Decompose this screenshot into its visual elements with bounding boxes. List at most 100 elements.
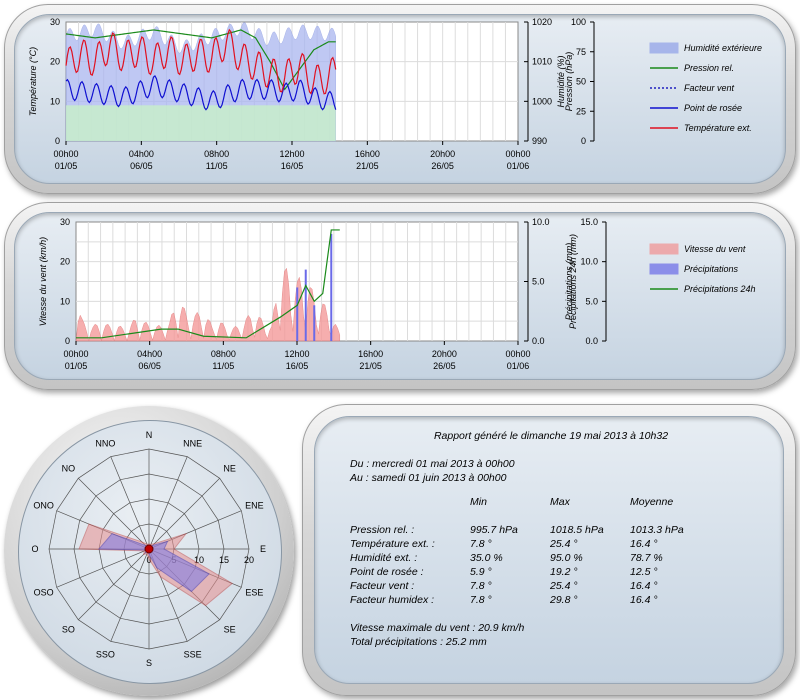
report-row-avg: 16.4 ° [630, 538, 658, 550]
x-tick-label: 01/06 [507, 361, 530, 371]
rain24h-line [76, 229, 340, 339]
rose-radial-tick: 10 [194, 555, 204, 565]
rose-radial-tick: 20 [244, 555, 254, 565]
rose-direction-label: O [31, 544, 38, 554]
y-left-tick-label: 0 [65, 336, 70, 346]
rose-spoke [110, 548, 150, 642]
y-left-axis-label: Vitesse du vent (km/h) [38, 237, 48, 326]
x-tick-label: 20h00 [430, 149, 455, 159]
legend-swatch [649, 243, 679, 255]
rain-bar [330, 233, 333, 341]
rose-direction-label: SE [224, 625, 236, 635]
rain-bar [296, 287, 299, 341]
legend-label: Vitesse du vent [684, 244, 746, 254]
report-row-label: Humidité ext. : [350, 552, 418, 564]
rose-direction-label: ENE [245, 500, 264, 510]
report-row-min: 7.8 ° [470, 538, 492, 550]
y-left-tick-label: 10 [50, 96, 60, 106]
legend-label: Précipitations 24h [684, 284, 756, 294]
temperature-chart: 00h00 01/05 04h00 06/05 08h00 11/05 12h00 16/05… [28, 17, 762, 171]
report-row-max: 95.0 % [550, 552, 583, 564]
report-row-max: 25.4 ° [550, 538, 578, 550]
rose-direction-label: NO [62, 463, 76, 473]
rose-spoke [78, 478, 150, 550]
wind-axes: 00h00 01/05 04h00 06/05 08h00 11/05 12h00 16/05… [38, 217, 607, 371]
report-wind-max: Vitesse maximale du vent : 20.9 km/h [350, 622, 525, 634]
x-tick-label: 26/05 [431, 161, 454, 171]
x-tick-label: 06/05 [138, 361, 161, 371]
y-right2-tick-label: 0 [581, 136, 586, 146]
y-right1-tick-label: 0.0 [532, 336, 545, 346]
report-row-max: 19.2 ° [550, 566, 578, 578]
x-tick-label: 01/06 [507, 161, 530, 171]
x-tick-label: 12h00 [284, 349, 309, 359]
humidity-low-band [66, 105, 336, 141]
rose-direction-label: N [146, 430, 153, 440]
x-tick-label: 16h00 [355, 149, 380, 159]
x-tick-label: 08h00 [204, 149, 229, 159]
x-tick-label: 01/05 [55, 161, 78, 171]
report-row-min: 995.7 hPa [470, 524, 518, 536]
rose-direction-label: NE [223, 463, 236, 473]
legend-label: Facteur vent [684, 83, 735, 93]
y-right1-tick-label: 1020 [532, 17, 552, 27]
x-tick-label: 00h00 [505, 149, 530, 159]
y-left-tick-label: 20 [60, 257, 70, 267]
legend-swatch [649, 263, 679, 275]
legend-swatch [649, 42, 679, 54]
report-row-label: Pression rel. : [350, 524, 415, 536]
report-total-rain: Total précipitations : 25.2 mm [350, 636, 487, 648]
rose-direction-label: ESE [245, 588, 263, 598]
rose-direction-label: SSO [96, 649, 115, 659]
legend-label: Humidité extérieure [684, 43, 762, 53]
legend-label: Température ext. [684, 123, 752, 133]
rose-direction-label: SO [62, 625, 75, 635]
temperature-series [65, 22, 337, 142]
report-row-avg: 16.4 ° [630, 594, 658, 606]
wind-series [75, 229, 341, 342]
y-right1-tick-label: 990 [532, 136, 547, 146]
x-tick-label: 21/05 [356, 161, 379, 171]
report-row-min: 5.9 ° [470, 566, 492, 578]
report-header-min: Min [470, 496, 487, 508]
x-tick-label: 12h00 [279, 149, 304, 159]
y-right2-tick-label: 75 [576, 47, 586, 57]
pressure-line [65, 29, 336, 91]
x-tick-label: 00h00 [63, 349, 88, 359]
rose-direction-label: NNO [95, 439, 115, 449]
rose-radial-tick: 0 [146, 555, 151, 565]
rose-direction-label: OSO [34, 588, 54, 598]
report-panel [314, 416, 784, 684]
y-right2-tick-label: 100 [571, 17, 586, 27]
rose-direction-label: SSE [184, 649, 202, 659]
y-right1-tick-label: 10.0 [532, 217, 550, 227]
report-row-label: Facteur humidex : [350, 594, 435, 606]
y-right1-axis-label: Pression (hPa) [564, 52, 574, 112]
report-row-min: 7.8 ° [470, 594, 492, 606]
x-tick-label: 21/05 [359, 361, 382, 371]
y-right1-tick-label: 1010 [532, 57, 552, 67]
rose-spoke [78, 548, 150, 620]
wind-chart: 00h00 01/05 04h00 06/05 08h00 11/05 12h00 16/05… [38, 217, 756, 371]
wind-legend: Vitesse du vent Précipitations Précipitati… [649, 243, 756, 294]
report-from: Du : mercredi 01 mai 2013 à 00h00 [350, 458, 515, 470]
y-right2-axis-label: Humidité (%) [556, 55, 566, 107]
rose-radial-tick: 15 [219, 555, 229, 565]
y-right2-tick-label: 10.0 [580, 257, 598, 267]
y-right2-tick-label: 50 [576, 77, 586, 87]
rain-bar [313, 305, 316, 341]
report-text: Rapport généré le dimanche 19 mai 2013 à… [318, 420, 784, 682]
report-row-label: Facteur vent : [350, 580, 415, 592]
legend-label: Point de rosée [684, 103, 742, 113]
rose-series [97, 533, 210, 593]
y-right1-tick-label: 5.0 [532, 277, 545, 287]
x-tick-label: 11/05 [206, 161, 228, 171]
wind-rose-chart: NNNENEENEEESESESSESSSOSOOSOOONONONNO0510… [31, 430, 266, 668]
report-row-min: 35.0 % [470, 552, 503, 564]
x-tick-label: 04h00 [129, 149, 154, 159]
rain-bar [304, 269, 307, 341]
temperature-line [65, 28, 337, 95]
x-tick-label: 00h00 [505, 349, 530, 359]
report-row-max: 1018.5 hPa [550, 524, 604, 536]
y-right2-tick-label: 5.0 [585, 296, 598, 306]
